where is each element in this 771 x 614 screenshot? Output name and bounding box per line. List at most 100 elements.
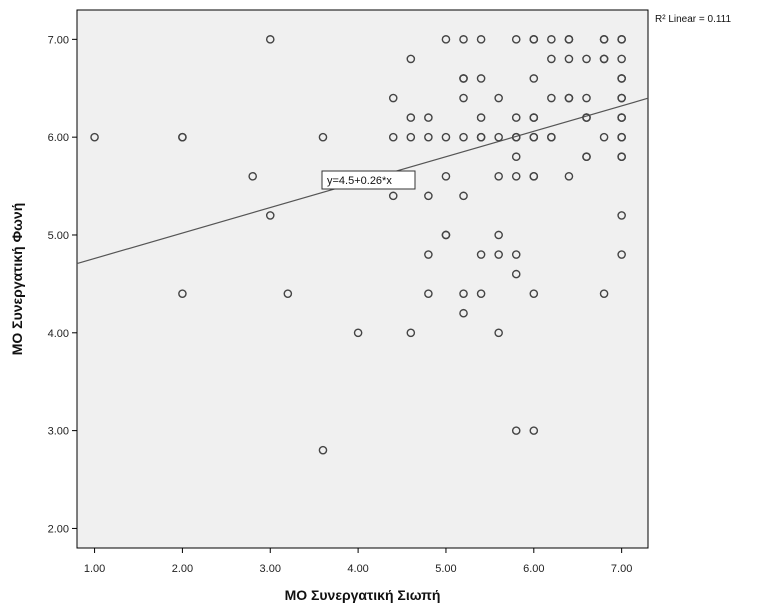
data-point	[529, 74, 539, 83]
data-point	[424, 191, 433, 201]
data-points	[90, 35, 626, 455]
y-tick-label: 2.00	[48, 523, 69, 535]
x-tick-label: 6.00	[523, 563, 544, 575]
x-tick-label: 7.00	[611, 563, 632, 575]
data-point	[617, 152, 626, 162]
data-point	[494, 132, 503, 142]
data-point	[459, 132, 468, 142]
data-point	[564, 171, 574, 181]
data-point	[178, 289, 187, 298]
data-point	[388, 93, 398, 103]
data-point	[547, 54, 556, 64]
data-point	[511, 132, 521, 142]
data-point	[494, 230, 503, 240]
data-point	[617, 74, 626, 83]
data-point	[459, 191, 468, 201]
x-axis-title: ΜΟ Συνεργατική Σιωπή	[285, 587, 441, 603]
x-tick-label: 5.00	[435, 563, 456, 575]
data-point	[441, 230, 451, 240]
data-point	[599, 289, 609, 298]
data-point	[424, 132, 433, 142]
data-point	[441, 132, 451, 142]
y-axis: 2.00 3.00 4.00 5.00 6.00 7.00	[48, 34, 77, 535]
data-point	[582, 113, 591, 122]
data-point	[564, 93, 574, 103]
data-point	[617, 132, 626, 142]
data-point	[476, 250, 486, 259]
data-point	[406, 328, 416, 338]
data-point	[547, 93, 556, 103]
data-point	[529, 426, 539, 435]
data-point	[476, 113, 486, 122]
data-point	[617, 54, 626, 64]
data-point	[178, 132, 187, 142]
data-point	[476, 35, 486, 44]
data-point	[90, 132, 99, 142]
x-tick-label: 2.00	[172, 563, 193, 575]
data-point	[459, 74, 468, 83]
data-point	[511, 269, 521, 279]
data-point	[617, 113, 626, 122]
data-point	[511, 171, 521, 181]
data-point	[494, 171, 503, 181]
data-point	[424, 113, 433, 122]
y-tick-label: 4.00	[48, 328, 69, 340]
y-tick-label: 5.00	[48, 230, 69, 242]
data-point	[599, 35, 609, 44]
data-point	[441, 171, 451, 181]
equation-text: y=4.5+0.26*x	[327, 175, 392, 187]
data-point	[353, 328, 363, 338]
data-point	[476, 289, 486, 298]
data-point	[476, 132, 486, 142]
data-point	[599, 54, 609, 64]
data-point	[511, 35, 521, 44]
data-point	[265, 211, 275, 220]
data-point	[547, 132, 556, 142]
plot-area	[76, 9, 649, 549]
y-tick-label: 6.00	[48, 132, 69, 144]
equation-label: y=4.5+0.26*x	[321, 170, 416, 190]
x-tick-label: 4.00	[347, 563, 368, 575]
data-point	[459, 35, 468, 44]
data-point	[564, 54, 574, 64]
data-point	[406, 132, 416, 142]
data-point	[388, 191, 398, 201]
data-point	[582, 54, 591, 64]
data-point	[424, 250, 433, 259]
data-point	[459, 289, 468, 298]
data-point	[248, 171, 257, 181]
y-axis-title: ΜΟ Συνεργατική Φωνή	[9, 203, 25, 356]
data-point	[459, 308, 468, 318]
data-point	[459, 93, 468, 103]
data-point	[582, 93, 591, 103]
data-point	[511, 426, 521, 435]
x-axis: 1.00 2.00 3.00 4.00 5.00 6.00 7.00	[84, 548, 632, 575]
data-point	[599, 132, 609, 142]
data-point	[547, 35, 556, 44]
data-point	[564, 35, 574, 44]
data-point	[529, 132, 539, 142]
data-point	[318, 445, 328, 455]
x-tick-label: 3.00	[260, 563, 281, 575]
data-point	[494, 93, 503, 103]
data-point	[529, 289, 539, 298]
x-tick-label: 1.00	[84, 563, 105, 575]
data-point	[529, 35, 539, 44]
data-point	[617, 250, 626, 259]
data-point	[529, 171, 539, 181]
data-point	[511, 250, 521, 259]
data-point	[406, 113, 416, 122]
data-point	[511, 152, 521, 162]
y-tick-label: 7.00	[48, 34, 69, 46]
data-point	[388, 132, 398, 142]
equation-box	[321, 170, 416, 190]
data-point	[441, 35, 451, 44]
data-point	[406, 54, 416, 64]
data-point	[617, 35, 626, 44]
data-point	[476, 74, 486, 83]
data-point	[494, 328, 503, 338]
y-tick-label: 3.00	[48, 426, 69, 438]
data-point	[582, 152, 591, 162]
data-point	[511, 113, 521, 122]
